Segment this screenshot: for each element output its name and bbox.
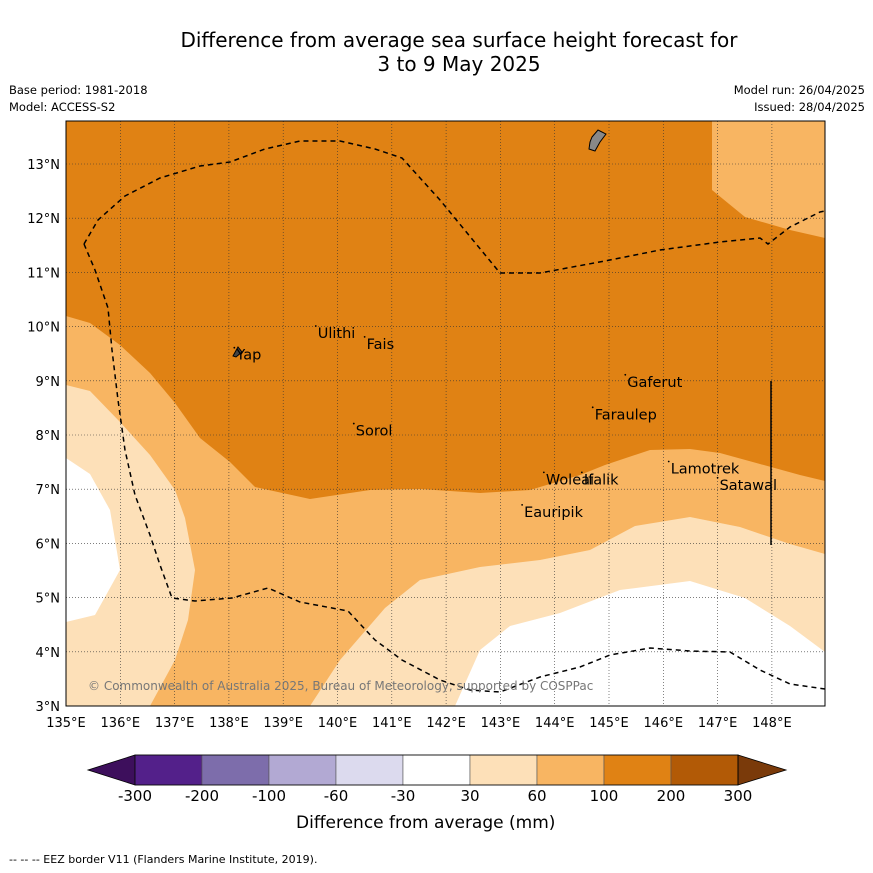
colorbar-frame bbox=[134, 754, 739, 786]
title-line-2: 3 to 9 May 2025 bbox=[377, 52, 541, 76]
lon-tick-label: 147°E bbox=[698, 716, 738, 731]
place-label: Gaferut bbox=[627, 375, 682, 391]
colorbar-tick-label: 200 bbox=[656, 787, 686, 805]
base-period: Base period: 1981-2018 bbox=[9, 83, 148, 97]
lon-tick-label: 138°E bbox=[209, 716, 249, 731]
meta-right: Model run: 26/04/2025 Issued: 28/04/2025 bbox=[734, 82, 865, 116]
lat-tick-label: 7°N bbox=[36, 483, 61, 498]
place-label: Ifalik bbox=[584, 472, 619, 488]
island-marker bbox=[716, 476, 719, 479]
lon-tick-label: 140°E bbox=[318, 716, 358, 731]
axis-labels: 135°E 136°E 137°E 138°E 139°E 140°E 141°E 142°E… bbox=[27, 158, 791, 731]
colorbar-segment bbox=[134, 754, 203, 786]
band-minus30-30-west bbox=[66, 458, 120, 622]
colorbar-segment bbox=[536, 754, 605, 786]
place-label: Fais bbox=[367, 337, 394, 353]
colorbar-segment bbox=[469, 754, 538, 786]
footer-note: -- -- -- EEZ border V11 (Flanders Marine… bbox=[9, 853, 318, 866]
colorbar-extend-high bbox=[737, 754, 788, 786]
island-marker bbox=[314, 325, 317, 327]
island-marker bbox=[542, 471, 545, 474]
lat-tick-label: 6°N bbox=[36, 537, 61, 552]
colorbar-segment bbox=[268, 754, 337, 786]
lat-tick-label: 11°N bbox=[27, 266, 60, 281]
lon-tick-label: 137°E bbox=[155, 716, 195, 731]
eez-border-north bbox=[83, 140, 826, 274]
place-label: Faraulep bbox=[595, 407, 657, 423]
lon-tick-label: 142°E bbox=[426, 716, 466, 731]
map-field bbox=[66, 121, 825, 706]
place-label: Lamotrek bbox=[671, 462, 740, 478]
colorbar-extend-low bbox=[86, 754, 136, 786]
lon-tick-label: 143°E bbox=[481, 716, 521, 731]
copyright-notice: © Commonwealth of Australia 2025, Bureau… bbox=[88, 679, 593, 693]
band-60-100-ne bbox=[712, 121, 825, 238]
colorbar-tick-label: 30 bbox=[460, 787, 480, 805]
place-label: Sorol bbox=[356, 424, 393, 440]
lat-tick-label: 10°N bbox=[27, 321, 60, 336]
island-marker bbox=[624, 373, 627, 376]
lon-tick-label: 135°E bbox=[46, 716, 86, 731]
lat-tick-label: 8°N bbox=[36, 429, 61, 444]
colorbar-tick-label: -200 bbox=[184, 787, 220, 805]
colorbar-segment bbox=[402, 754, 471, 786]
island-marker bbox=[521, 503, 524, 506]
colorbar-tick-label: -30 bbox=[390, 787, 416, 805]
lon-tick-label: 141°E bbox=[372, 716, 412, 731]
guam-island bbox=[588, 129, 607, 152]
graticule bbox=[66, 121, 825, 706]
island-marker bbox=[233, 346, 236, 349]
colorbar bbox=[86, 754, 788, 786]
lat-tick-label: 4°N bbox=[36, 646, 61, 661]
place-labels: Yap Ulithi Fais Sorol Gaferut Faraulep WoleaiI… bbox=[233, 325, 777, 521]
meta-left: Base period: 1981-2018 Model: ACCESS-S2 bbox=[9, 82, 148, 116]
lat-tick-label: 12°N bbox=[27, 212, 60, 227]
yap-island bbox=[232, 346, 243, 358]
lon-tick-label: 148°E bbox=[752, 716, 792, 731]
place-label: Satawal bbox=[720, 478, 777, 494]
issued-date: Issued: 28/04/2025 bbox=[754, 100, 865, 114]
lon-tick-label: 139°E bbox=[263, 716, 303, 731]
colorbar-tick-label: -60 bbox=[323, 787, 349, 805]
lat-tick-label: 13°N bbox=[27, 158, 60, 173]
place-label: Ulithi bbox=[318, 326, 356, 342]
lat-tick-label: 9°N bbox=[36, 375, 61, 390]
chart-title: Difference from average sea surface heig… bbox=[0, 28, 873, 76]
island-marker bbox=[363, 335, 366, 338]
lon-tick-label: 145°E bbox=[589, 716, 629, 731]
colorbar-tick-label: -300 bbox=[117, 787, 153, 805]
lat-tick-label: 3°N bbox=[36, 700, 61, 715]
model-run: Model run: 26/04/2025 bbox=[733, 83, 865, 97]
title-line-1: Difference from average sea surface heig… bbox=[180, 28, 738, 52]
place-label: Woleai bbox=[546, 472, 594, 488]
island-marker bbox=[591, 406, 594, 409]
colorbar-tick-label: 100 bbox=[589, 787, 619, 805]
colorbar-segment bbox=[335, 754, 404, 786]
lon-tick-label: 146°E bbox=[644, 716, 684, 731]
colorbar-tick-label: 60 bbox=[527, 787, 547, 805]
island-marker bbox=[580, 471, 583, 474]
island-marker bbox=[352, 422, 355, 425]
island-marker bbox=[667, 460, 670, 463]
lon-tick-label: 136°E bbox=[101, 716, 141, 731]
colorbar-segment bbox=[670, 754, 739, 786]
place-label: Yap bbox=[235, 348, 261, 364]
colorbar-title: Difference from average (mm) bbox=[296, 813, 556, 833]
map-frame bbox=[65, 120, 826, 707]
place-label: Eauripik bbox=[524, 505, 583, 521]
model-name: Model: ACCESS-S2 bbox=[9, 100, 116, 114]
lat-tick-label: 5°N bbox=[36, 592, 61, 607]
colorbar-tick-label: 300 bbox=[723, 787, 753, 805]
colorbar-segment bbox=[201, 754, 270, 786]
colorbar-tick-label: -100 bbox=[251, 787, 287, 805]
colorbar-segment bbox=[603, 754, 672, 786]
lon-tick-label: 144°E bbox=[535, 716, 575, 731]
